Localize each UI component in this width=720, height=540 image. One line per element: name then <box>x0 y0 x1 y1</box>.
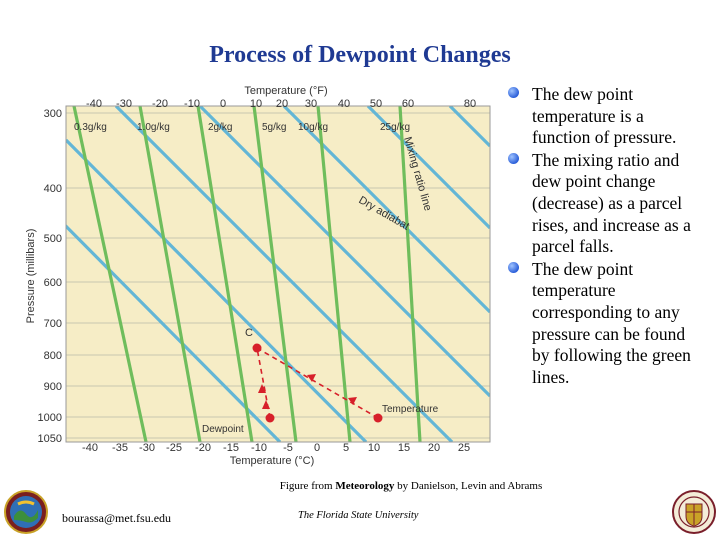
mixing-ratio-label: 2g/kg <box>208 122 232 133</box>
meteorology-logo-icon <box>4 490 48 534</box>
c-tick: 0 <box>314 442 320 454</box>
caption-book-title: Meteorology <box>335 480 395 492</box>
c-tick: 5 <box>343 442 349 454</box>
mixing-ratio-line-25 <box>398 106 422 442</box>
pressure-tick: 600 <box>44 277 62 289</box>
mixing-ratio-line-1.0 <box>138 106 202 442</box>
mixing-ratio-label: 1.0g/kg <box>137 122 170 133</box>
c-tick: -5 <box>283 442 293 454</box>
mixing-ratio-label: 0.3g/kg <box>74 122 107 133</box>
mixing-ratio-lines <box>72 106 422 442</box>
dry-adiabat-line <box>366 106 490 230</box>
temperature-arrow <box>348 397 357 405</box>
c-tick: -20 <box>195 442 211 454</box>
bottom-axis-title: Temperature (°C) <box>230 455 314 467</box>
university-seal-icon <box>672 490 716 534</box>
pressure-tick: 700 <box>44 318 62 330</box>
figure-caption: Figure from Meteorology by Danielson, Le… <box>0 480 720 492</box>
f-tick: -40 <box>86 98 102 110</box>
pressure-tick: 1000 <box>38 412 62 424</box>
mixing-ratio-line-10 <box>316 106 352 442</box>
y-axis-title: Pressure (millibars) <box>25 229 37 324</box>
dry-adiabat-line <box>282 106 490 314</box>
temperature-label: Temperature <box>382 404 439 415</box>
dewpoint-arrow <box>262 400 270 409</box>
bullet-dot-icon <box>508 87 519 98</box>
mixing-ratio-line-0.3 <box>72 106 148 442</box>
f-tick: 10 <box>250 98 262 110</box>
dry-adiabat-line <box>66 138 368 442</box>
f-tick: -30 <box>116 98 132 110</box>
caption-prefix: Figure from <box>279 480 336 492</box>
point-c-label: C <box>245 327 253 339</box>
mixing-ratio-label: 5g/kg <box>262 122 286 133</box>
bullet-dot-icon <box>508 261 519 273</box>
dry-adiabat-line <box>198 106 490 398</box>
c-tick: -35 <box>112 442 128 454</box>
mixing-ratio-label: 25g/kg <box>380 122 410 133</box>
f-tick: 40 <box>338 98 350 110</box>
c-tick: -15 <box>223 442 239 454</box>
f-tick: -20 <box>152 98 168 110</box>
dry-adiabat-line <box>448 106 490 148</box>
c-tick: 15 <box>398 442 410 454</box>
plot-background <box>66 106 490 442</box>
caption-suffix: by Danielson, Levin and Abrams <box>394 480 543 492</box>
bullet-text: The dew point temperature corresponding … <box>532 258 691 387</box>
c-tick: -40 <box>82 442 98 454</box>
pressure-tick: 400 <box>44 183 62 195</box>
f-tick: 80 <box>464 98 476 110</box>
f-tick: -10 <box>184 98 200 110</box>
temperature-start <box>373 413 383 423</box>
pressure-tick: 800 <box>44 350 62 362</box>
f-tick: 0 <box>220 98 226 110</box>
dewpoint-start <box>265 413 275 423</box>
top-axis-title: Temperature (°F) <box>244 85 327 97</box>
pressure-tick: 500 <box>44 233 62 245</box>
parcel-path <box>252 343 383 423</box>
f-tick: 50 <box>370 98 382 110</box>
c-tick: -25 <box>166 442 182 454</box>
point-c <box>252 343 262 353</box>
pressure-tick: 900 <box>44 381 62 393</box>
c-tick: 10 <box>368 442 380 454</box>
mixing-ratio-line-5 <box>252 106 298 442</box>
c-tick: -10 <box>251 442 267 454</box>
f-tick: 60 <box>402 98 414 110</box>
pressure-tick: 1050 <box>38 433 62 445</box>
f-tick: 20 <box>276 98 288 110</box>
f-tick: 30 <box>305 98 317 110</box>
c-tick: -30 <box>139 442 155 454</box>
mixing-ratio-line-2 <box>196 106 254 442</box>
bullet-dot-icon <box>508 152 519 164</box>
footer-email: bourassa@met.fsu.edu <box>62 511 172 525</box>
skew-t-diagram: Temperature (°F) Temperature (°C) Pressu… <box>25 85 491 467</box>
slide-title: Process of Dewpoint Changes <box>209 42 511 68</box>
pressure-tick: 300 <box>44 108 62 120</box>
dewpoint-label: Dewpoint <box>202 424 244 435</box>
dry-adiabats <box>66 106 490 442</box>
dry-adiabat-line <box>66 223 282 442</box>
temperature-arrow <box>307 374 316 382</box>
mixing-ratio-label: 10g/kg <box>298 122 328 133</box>
bullet-text: The mixing ratio and dew point change (d… <box>532 149 691 257</box>
dewpoint-arrow <box>258 384 266 393</box>
footer-university: The Florida State University <box>298 510 419 521</box>
bullet-item: The dew point temperature is a function … <box>506 84 706 149</box>
dry-adiabat-line <box>114 106 454 442</box>
c-tick: 25 <box>458 442 470 454</box>
bullet-item: The mixing ratio and dew point change (d… <box>506 150 706 258</box>
bullet-item: The dew point temperature corresponding … <box>506 259 706 389</box>
c-tick: 20 <box>428 442 440 454</box>
bullet-text: The dew point temperature is a function … <box>532 84 677 148</box>
bullet-list: The dew point temperature is a function … <box>506 84 706 389</box>
